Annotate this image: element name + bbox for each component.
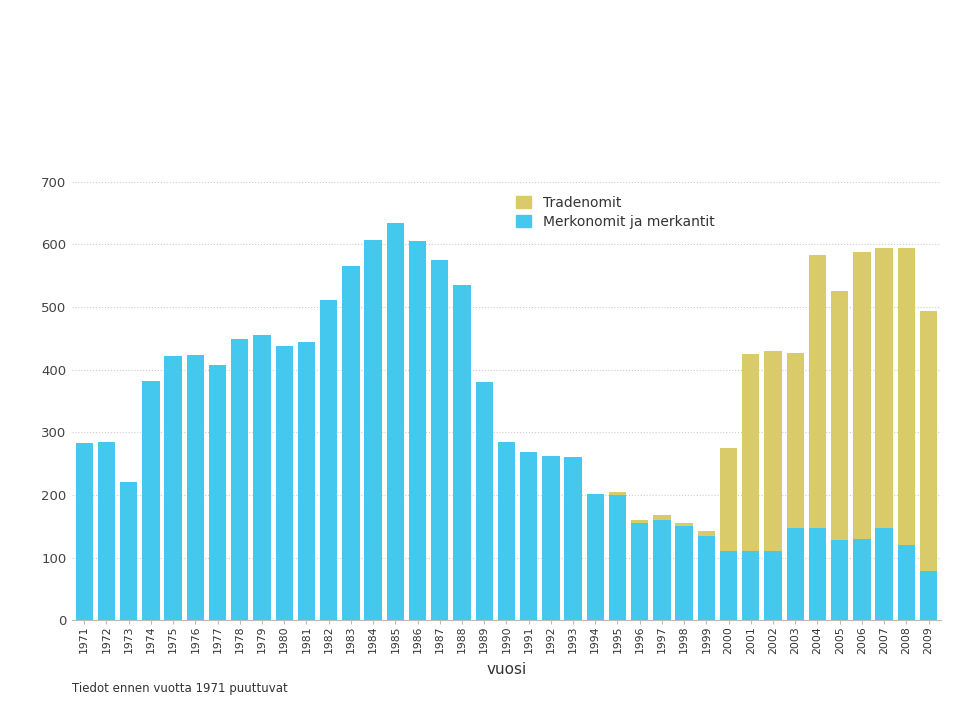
Bar [276, 346, 293, 620]
Bar [831, 291, 849, 540]
Bar [698, 535, 715, 620]
X-axis label: vuosi: vuosi [487, 662, 526, 677]
Bar [786, 354, 804, 528]
Bar [164, 356, 181, 620]
Bar [764, 351, 781, 551]
Bar [120, 483, 137, 620]
Bar [475, 382, 492, 620]
Bar [653, 515, 671, 520]
Bar [631, 523, 648, 620]
Text: Finanssialalla vuonna 2010 työssä olevat merkonomit,: Finanssialalla vuonna 2010 työssä olevat… [24, 36, 857, 62]
Bar [809, 255, 827, 528]
Bar [698, 530, 715, 535]
Bar [497, 442, 516, 620]
Bar [764, 551, 781, 620]
Bar [409, 241, 426, 620]
Bar [142, 381, 159, 620]
Bar [453, 285, 470, 620]
Bar [876, 247, 893, 528]
Bar [786, 528, 804, 620]
Bar [920, 312, 937, 571]
Bar [676, 526, 693, 620]
Bar [809, 528, 827, 620]
Bar [253, 335, 271, 620]
Bar [76, 443, 93, 620]
Bar [231, 339, 249, 620]
Bar [365, 240, 382, 620]
Bar [742, 551, 759, 620]
Bar [520, 453, 538, 620]
Bar [609, 492, 626, 495]
Bar [742, 354, 759, 551]
Bar [720, 448, 737, 551]
Bar [920, 571, 937, 620]
Bar [876, 528, 893, 620]
Bar [387, 222, 404, 620]
Bar [609, 495, 626, 620]
Text: merkantit ja tradenomit tutkinnon suoritusvuoden mukaan: merkantit ja tradenomit tutkinnon suorit… [24, 99, 928, 125]
Bar [676, 523, 693, 526]
Bar [587, 494, 604, 620]
Bar [342, 267, 360, 620]
Bar [853, 252, 871, 539]
Bar [853, 539, 871, 620]
Bar [98, 442, 115, 620]
Bar [898, 247, 915, 545]
Bar [431, 260, 448, 620]
Text: Tiedot ennen vuotta 1971 puuttuvat: Tiedot ennen vuotta 1971 puuttuvat [72, 682, 288, 695]
Bar [720, 551, 737, 620]
Bar [186, 354, 204, 620]
Bar [209, 365, 227, 620]
Legend: Tradenomit, Merkonomit ja merkantit: Tradenomit, Merkonomit ja merkantit [514, 193, 717, 232]
Bar [898, 545, 915, 620]
Bar [298, 342, 315, 620]
Bar [542, 456, 560, 620]
Bar [320, 299, 337, 620]
Bar [653, 520, 671, 620]
Bar [631, 520, 648, 523]
Bar [564, 458, 582, 620]
Bar [831, 540, 849, 620]
